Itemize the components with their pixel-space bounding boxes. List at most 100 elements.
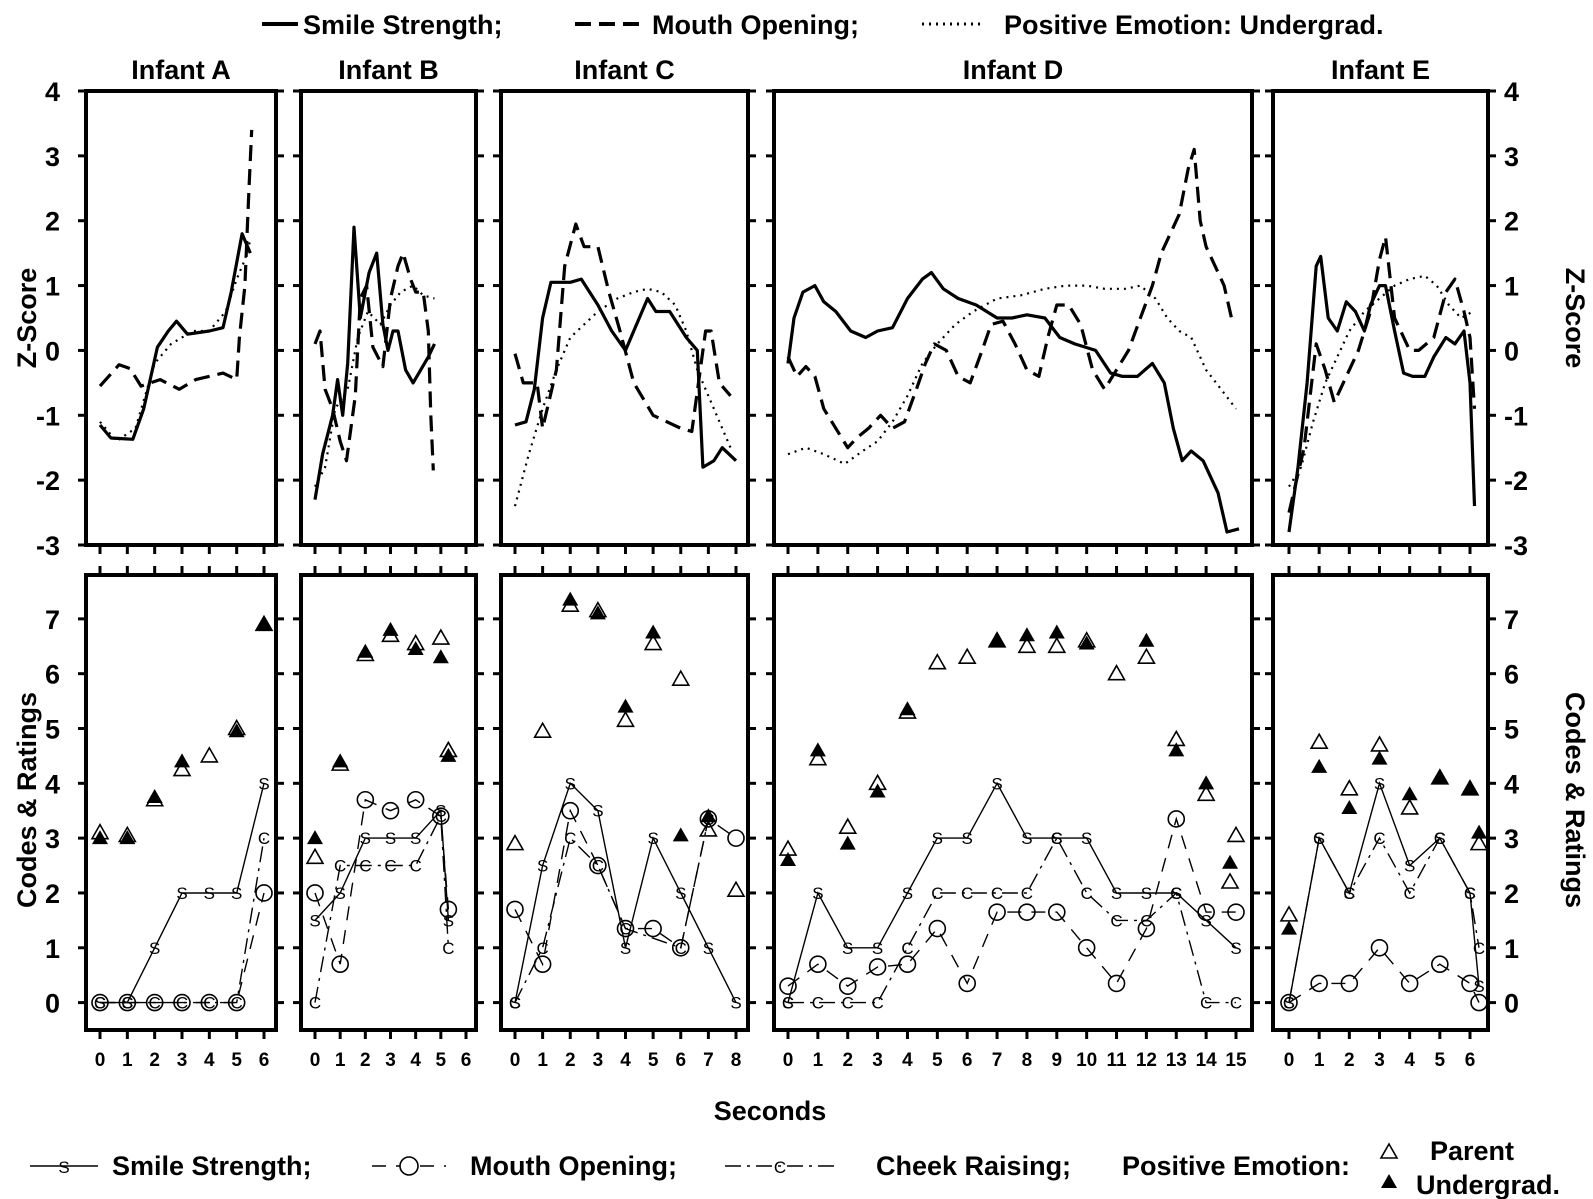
legend-code-cheek-symbol: C xyxy=(774,1158,786,1177)
rating-undergrad xyxy=(780,852,796,867)
code-point-mouth xyxy=(1137,919,1156,938)
code-point-smile: S xyxy=(509,994,520,1013)
xtick-label: 3 xyxy=(385,1050,396,1071)
code-point-mouth xyxy=(671,938,690,957)
xtick-label: 12 xyxy=(1136,1050,1157,1071)
bottom-ytick-right: 5 xyxy=(1504,714,1519,744)
bottom-ytick-right: 3 xyxy=(1504,824,1519,854)
xtick-label: 4 xyxy=(620,1050,631,1071)
bottom-ytick-right: 7 xyxy=(1504,605,1519,635)
top-ylabel-left: Z-Score xyxy=(12,268,42,369)
top-frame xyxy=(772,89,1254,547)
z-line-smile xyxy=(786,271,1240,534)
code-point-smile: S xyxy=(962,829,973,848)
z-line-mouth xyxy=(313,251,435,471)
panel-title: Infant B xyxy=(338,55,439,85)
bottom-ytick-left: 6 xyxy=(45,660,60,690)
code-point-smile: S xyxy=(703,939,714,958)
top-ytick-left: 3 xyxy=(45,142,60,172)
code-point-mouth xyxy=(432,807,450,826)
code-point-cheek: C xyxy=(871,994,883,1013)
code-point-smile: S xyxy=(932,829,943,848)
rating-parent xyxy=(1309,732,1329,749)
code-point-mouth xyxy=(381,801,400,820)
code-point-mouth xyxy=(644,919,662,938)
rating-parent xyxy=(560,595,580,612)
legend-undergrad-label: Undergrad. xyxy=(1416,1170,1560,1199)
code-point-cheek: C xyxy=(1473,939,1485,958)
code-line-mouth xyxy=(100,892,265,1004)
code-point-smile: S xyxy=(647,829,658,848)
code-point-mouth xyxy=(1470,993,1488,1012)
code-line-smile xyxy=(100,783,265,1004)
z-line-mouth xyxy=(1287,235,1477,513)
rating-parent xyxy=(1047,636,1067,654)
xtick-label: 15 xyxy=(1225,1050,1247,1071)
bottom-ytick-left: 1 xyxy=(45,934,60,964)
top-ytick-right: -2 xyxy=(1504,466,1528,496)
code-line-cheek xyxy=(1288,836,1480,1003)
code-point-smile: S xyxy=(1141,884,1152,903)
rating-parent xyxy=(505,834,525,851)
code-point-mouth xyxy=(958,974,977,993)
code-point-cheek: C xyxy=(309,994,321,1013)
code-point-cheek: C xyxy=(842,994,854,1013)
top-frame xyxy=(84,89,278,547)
xtick-label: 1 xyxy=(335,1050,346,1071)
xtick-label: 3 xyxy=(872,1050,883,1071)
z-line-pos xyxy=(1288,274,1474,488)
rating-undergrad xyxy=(1138,632,1155,647)
xtick-label: 4 xyxy=(1404,1050,1415,1071)
code-point-smile: S xyxy=(1283,994,1294,1013)
rating-undergrad xyxy=(1198,775,1215,790)
code-point-cheek: C xyxy=(931,884,943,903)
bottom-frame xyxy=(499,573,750,1032)
code-point-smile: S xyxy=(443,911,454,930)
xtick-label: 3 xyxy=(1374,1050,1385,1071)
code-point-smile: S xyxy=(385,829,396,848)
code-point-mouth xyxy=(1340,974,1359,993)
rating-undergrad xyxy=(1462,780,1478,795)
code-point-cheek: C xyxy=(258,829,270,848)
code-point-mouth xyxy=(589,856,607,875)
code-point-cheek: C xyxy=(1464,884,1476,903)
rating-undergrad xyxy=(407,641,424,656)
top-ytick-right: -3 xyxy=(1504,531,1528,561)
code-point-smile: S xyxy=(902,884,913,903)
bottom-frame xyxy=(1271,573,1490,1032)
code-point-cheek: C xyxy=(384,857,396,876)
top-ytick-left: 4 xyxy=(45,77,60,107)
rating-parent xyxy=(1107,664,1126,681)
bottom-ylabel-left: Codes & Ratings xyxy=(12,692,42,908)
code-point-mouth xyxy=(173,993,191,1012)
bottom-ytick-left: 2 xyxy=(45,879,60,909)
xtick-label: 7 xyxy=(703,1050,714,1071)
code-point-smile: S xyxy=(1313,829,1324,848)
legend-code-cheek-label: Cheek Raising; xyxy=(876,1151,1071,1181)
code-point-cheek: C xyxy=(619,920,631,939)
code-point-mouth xyxy=(118,993,137,1012)
code-point-cheek: C xyxy=(782,994,794,1013)
code-point-smile: S xyxy=(872,939,883,958)
code-point-mouth xyxy=(227,993,246,1012)
code-point-cheek: C xyxy=(1081,884,1093,903)
code-point-smile: S xyxy=(1473,977,1484,996)
code-point-cheek: C xyxy=(359,857,371,876)
code-point-smile: S xyxy=(565,774,576,793)
code-point-cheek: C xyxy=(410,857,422,876)
z-line-pos xyxy=(99,239,252,443)
xtick-label: 5 xyxy=(436,1050,447,1071)
code-point-mouth xyxy=(331,955,349,974)
bottom-ytick-left: 3 xyxy=(45,824,60,854)
top-ytick-right: 2 xyxy=(1504,207,1519,237)
rating-parent xyxy=(726,880,746,898)
code-point-mouth xyxy=(200,993,219,1012)
rating-undergrad xyxy=(700,808,717,823)
bottom-ytick-right: 1 xyxy=(1504,934,1519,964)
code-point-smile: S xyxy=(149,939,160,958)
xtick-label: 6 xyxy=(962,1050,973,1071)
bottom-ylabel-right: Codes & Ratings xyxy=(1560,692,1590,908)
code-point-mouth xyxy=(727,829,745,847)
code-point-smile: S xyxy=(1344,884,1355,903)
rating-parent xyxy=(1279,905,1299,922)
